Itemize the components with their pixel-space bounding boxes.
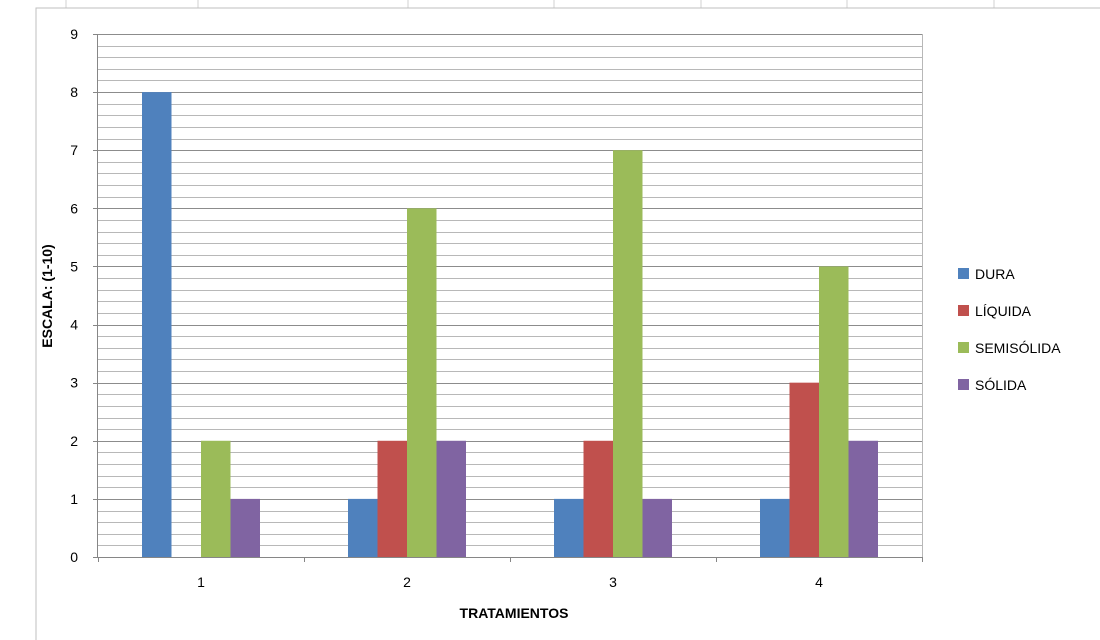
bar-semisólida-3 [613,150,643,557]
legend-label: LÍQUIDA [975,303,1032,319]
legend: DURA LÍQUIDA SEMISÓLIDA SÓLIDA [958,266,1061,393]
bar-líquida-2 [377,440,407,557]
bar-líquida-4 [789,382,819,557]
x-tick-label: 3 [609,574,617,590]
x-axis-title: TRATAMIENTOS [460,605,569,621]
bar-dura-1 [142,92,172,557]
y-tick-label: 0 [70,549,78,565]
bar-sólida-1 [230,498,260,557]
bar-sólida-4 [848,440,878,557]
x-tick-label: 2 [403,574,411,590]
bar-sólida-3 [642,498,672,557]
y-tick-label: 4 [70,317,78,333]
legend-label: SÓLIDA [975,377,1027,393]
legend-swatch-dura [958,268,969,279]
sheet-top-ticks [65,0,995,8]
legend-label: SEMISÓLIDA [975,340,1061,356]
legend-label: DURA [975,266,1015,282]
bar-sólida-2 [436,440,466,557]
chart-frame [35,7,1100,640]
legend-swatch-sólida [958,379,969,390]
bar-dura-4 [760,498,790,557]
x-tick-labels: 1 2 3 4 [197,574,823,590]
bar-dura-3 [554,498,584,557]
bars [142,92,878,558]
y-tick-label: 2 [70,433,78,449]
bar-semisólida-4 [819,266,849,557]
y-tick-label: 9 [70,26,78,42]
bar-líquida-3 [583,440,613,557]
axes [93,34,923,562]
x-tick-label: 1 [197,574,205,590]
legend-swatch-semisólida [958,342,969,353]
y-tick-label: 1 [70,491,78,507]
y-tick-label: 6 [70,200,78,216]
y-tick-label: 8 [70,84,78,100]
bar-semisólida-1 [201,440,231,557]
x-tick-label: 4 [815,574,823,590]
y-tick-label: 7 [70,142,78,158]
y-axis-title: ESCALA: (1-10) [39,244,55,347]
y-tick-label: 3 [70,375,78,391]
bar-dura-2 [348,498,378,557]
y-tick-label: 5 [70,258,78,274]
legend-swatch-líquida [958,305,969,316]
y-tick-labels: 0 1 2 3 4 5 6 7 8 9 [70,26,78,565]
bar-semisólida-2 [407,208,437,558]
